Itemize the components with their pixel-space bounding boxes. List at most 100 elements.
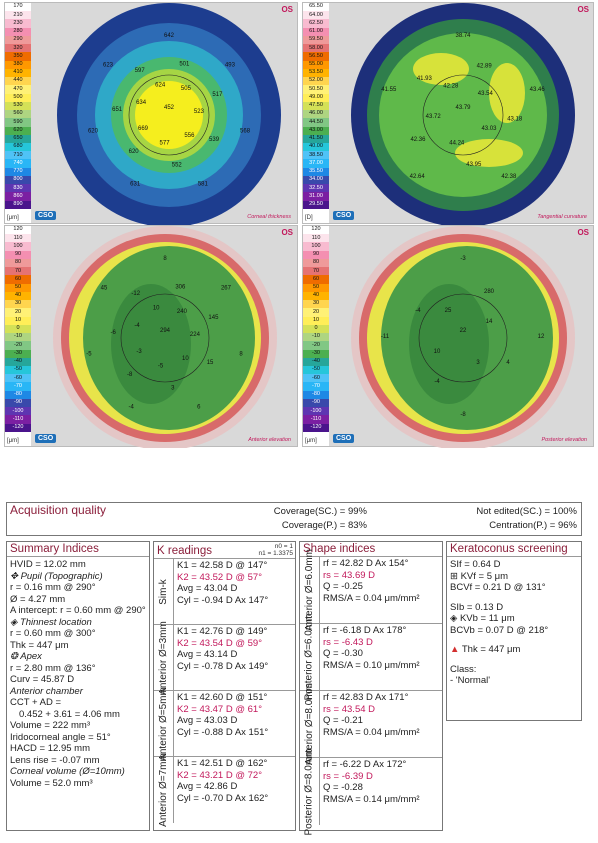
scale-step: -110 [5,415,31,424]
map-value-label: 43.54 [478,91,494,97]
map-value-label: 12 [538,334,545,340]
map-value-label: 568 [240,128,251,134]
scale-step: -20 [5,341,31,350]
map-value-label: 452 [164,105,175,111]
not-edited: Not edited(SC.) = 100% [476,506,577,517]
posterior-elevation-scale: 120 110 100 90 80 70 60 50 40 30 20 10 0 -10 -20 -30 -40… [303,226,329,446]
scale-step: 62.50 [303,19,329,28]
rs-value: rs = -6.43 D [323,636,373,648]
keratoconus-title: Keratoconus screening [447,542,581,557]
k1-value: K1 = 42.58 D @ 147° [177,560,268,571]
scale-step: 32.50 [303,184,329,193]
map-value-label: 4 [506,360,510,366]
kc-value: SIb = 0.13 D [450,601,504,613]
pupil-outline [128,74,210,156]
map-value-label: 267 [221,285,232,291]
map-title: Anterior elevation [248,437,291,443]
summary-row: Volume = 222 mm³ [10,720,90,731]
q-value: Q = -0.21 [323,715,363,726]
kc-row: Class: [447,664,581,676]
map-value-label: 42.28 [443,84,459,90]
scale-step: 290 [5,35,31,45]
summary-row: r = 0.16 mm @ 290° [10,582,96,593]
kc-row: SIb = 0.13 D [447,602,581,614]
map-value-label: -4 [128,404,134,410]
summary-row: CCT + AD = [10,697,62,708]
map-value-label: 556 [184,133,195,139]
scale-step: -40 [5,357,31,366]
summary-indices: Summary Indices HVID = 12.02 mm ✥ Pupil (… [6,541,150,831]
map-value-label: 44.24 [449,140,465,146]
tangential-map[interactable]: 43.79 42.89 43.54 43.46 43.18 43.03 42.38 43.95… [329,3,593,227]
cso-logo: CSO [333,211,355,220]
scale-step: 59.50 [303,35,329,45]
scale-step: 90 [5,250,31,259]
k2-value: K2 = 43.47 D @ 61° [177,703,263,715]
k-group-label: Anterior Ø=5mm [157,686,169,761]
rf-value: rf = 42.82 D Ax 154° [323,558,409,569]
map-title: Corneal thickness [247,214,291,220]
posterior-elevation-map[interactable]: 22 280 14 12 4 3 -8 -4 10 -11 -4 25 -3 [329,226,593,450]
scale-step: -80 [5,390,31,399]
scale-step: 90 [303,250,329,259]
shape-title: Shape indices [300,542,442,557]
kc-value: Thk = 447 μm [461,644,521,655]
shape-indices: Shape indices Anterior Ø=6.0mm rf = 42.82… [299,541,443,835]
anterior-elevation-panel: 120 110 100 90 80 70 60 50 40 30 20 10 0 -10 -20 -30 -40… [4,225,298,450]
scale-step: 500 [5,93,31,102]
cso-logo: CSO [35,211,57,220]
scale-step: -40 [303,357,329,366]
scale-unit: [μm] [7,438,19,444]
anterior-elevation-map[interactable]: 294 306 240 267 145 224 8 15 10 6 3 -5 -4 -8 -3 -5 -6 -4 4… [31,226,297,450]
k1-value: K1 = 42.60 D @ 151° [177,692,268,703]
scale-step: 43.00 [303,126,329,135]
scale-step: 10 [5,316,31,325]
scale-step: 29.50 [303,200,329,209]
anterior-elevation-scale: 120 110 100 90 80 70 60 50 40 30 20 10 0 -10 -20 -30 -40… [5,226,31,446]
summary-row: Thk = 447 μm [10,639,69,651]
k1-value: K1 = 42.51 D @ 162° [177,758,268,769]
scale-step: 64.00 [303,11,329,20]
thickness-map[interactable]: 452 501 505 493 517 523 568 539 556 581 552 577 631 6… [31,3,297,227]
elevation-zone-dark [111,284,191,404]
map-value-label: 8 [239,351,243,357]
map-value-label: 306 [175,284,186,290]
scale-step: -90 [5,398,31,408]
map-value-label: 25 [445,308,452,314]
acquisition-quality: Acquisition quality Coverage(SC.) = 99% … [6,502,582,536]
k-group-label: Anterior Ø=3mm [157,620,169,695]
summary-row: Iridocorneal angle = 51° [10,731,111,743]
n1-label: n1 = 1.3375 [258,550,293,557]
summary-row: A intercept: r = 0.60 mm @ 290° [10,605,146,616]
rf-value: rf = -6.22 D Ax 172° [323,759,407,770]
map-value-label: 43.79 [455,105,471,111]
map-value-label: 505 [181,86,192,92]
thickness-zone-center [135,81,203,149]
scale-step: 55.00 [303,60,329,69]
map-value-label: 577 [160,141,171,147]
scale-step: -10 [5,333,31,342]
map-value-label: 642 [164,33,175,39]
map-value-label: 43.03 [481,126,497,132]
elevation-zone-dark [409,284,489,404]
scale-step: 0 [303,324,329,334]
acquisition-title: Acquisition quality [10,503,107,517]
scale-step: 380 [5,60,31,69]
kc-value: BCVb = 0.07 D @ 218° [450,624,549,636]
map-value-label: 145 [208,315,219,321]
q-value: Q = -0.25 [323,581,363,592]
scale-step: 52.00 [303,77,329,86]
summary-row: Volume = 52.0 mm³ [10,777,93,789]
thickness-scale: 170 210 230 280 290 320 350 380 410 440 470 500 530 5… [5,3,31,223]
scale-step: 20 [303,308,329,317]
map-value-label: -12 [131,291,140,297]
map-value-label: -4 [434,379,440,385]
summary-row: r = 2.80 mm @ 136° [10,662,96,674]
scale-step: 560 [5,110,31,119]
scale-step: 590 [5,118,31,127]
summary-row: Lens rise = -0.07 mm [10,754,100,766]
map-value-label: 14 [486,319,493,325]
scale-step: 10 [303,316,329,325]
scale-step: 120 [303,226,329,235]
rs-value: rs = 43.54 D [323,703,376,715]
